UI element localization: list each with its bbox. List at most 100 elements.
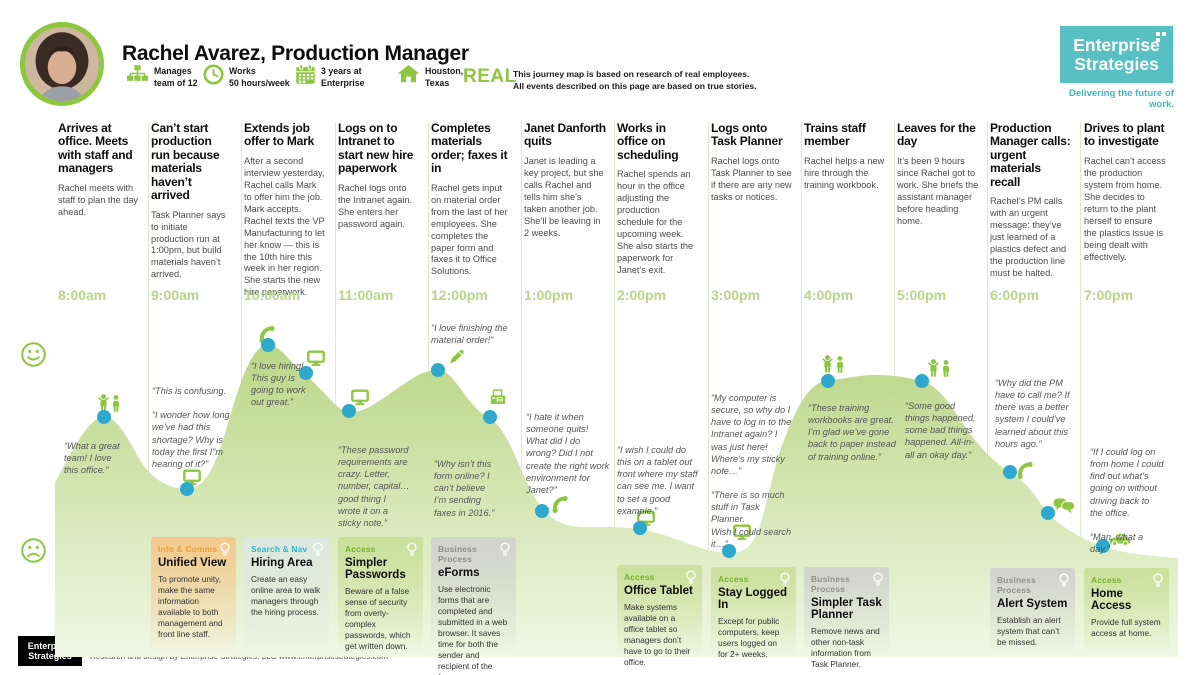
stage-title: Logs onto Task Planner	[711, 121, 783, 149]
real-badge: REAL	[463, 66, 517, 87]
opportunity-text: Provide full system access at home.	[1091, 617, 1161, 639]
opportunity-title: Office Tablet	[624, 585, 693, 597]
opportunity-text: Except for public computers, keep users …	[718, 616, 780, 659]
opportunity-card: Access Office Tablet Make systems availa…	[617, 565, 702, 667]
stage-title: Production Manager calls: urgent materia…	[990, 121, 1071, 189]
stage-description: Rachel helps a new hire through the trai…	[804, 155, 885, 190]
quote: “If I could log on from home I could fin…	[1090, 447, 1164, 555]
phone-icon	[551, 495, 570, 514]
time-label: 1:00pm	[524, 287, 574, 303]
stat-label: Works 50 hours/week	[229, 66, 290, 88]
stat-tenure: 3 years at Enterprise	[295, 64, 365, 90]
stage-column: Arrives at office. Meets with staff and …	[58, 121, 140, 219]
stat-label: 3 years at Enterprise	[321, 66, 365, 88]
opportunity-text: Beware of a false sense of security from…	[345, 586, 411, 651]
time-label: 5:00pm	[897, 287, 947, 303]
pencil-icon	[449, 349, 465, 364]
chat-icon	[1053, 498, 1075, 514]
stage-column: Extends job offer to Mark After a second …	[244, 121, 326, 299]
opportunity-title: Unified View	[158, 557, 227, 569]
brand-line2: Strategies	[1074, 53, 1159, 74]
stage-title: Completes materials order; faxes it in	[431, 121, 508, 176]
lightbulb-icon	[406, 542, 418, 558]
time-label: 2:00pm	[617, 287, 667, 303]
opportunity-title: Home Access	[1091, 588, 1132, 613]
quote: “My computer is secure, so why do I have…	[711, 393, 792, 549]
quote: “I hate it when someone quits! What did …	[526, 412, 610, 495]
stage-column: Logs on to Intranet to start new hire pa…	[338, 121, 420, 231]
lightbulb-icon	[219, 542, 231, 558]
stage-title: Janet Danforth quits	[524, 121, 606, 149]
opportunity-card: Info & Comms Unified View To promote uni…	[151, 537, 236, 655]
stat-team: Manages team of 12	[126, 64, 198, 90]
stage-description: Rachel spends an hour in the office adju…	[617, 169, 694, 275]
time-label: 6:00pm	[990, 287, 1040, 303]
opportunity-text: Establish an alert system that can’t be …	[997, 615, 1061, 647]
touchpoint-dots	[97, 338, 1110, 558]
stage-description: Janet is leading a key project, but she …	[524, 155, 604, 238]
stage-column: Leaves for the day It’s been 9 hours sinc…	[897, 121, 979, 228]
quote: “I wish I could do this on a tablet out …	[617, 445, 698, 516]
stage-description: Rachel meets with staff to plan the day …	[58, 182, 139, 217]
lightbulb-icon	[1058, 573, 1070, 589]
lightbulb-icon	[872, 572, 884, 588]
opportunity-category: Access	[718, 574, 749, 584]
lightbulb-icon	[1152, 573, 1164, 589]
opportunity-category: Business Process	[811, 574, 850, 594]
stat-label: Manages team of 12	[154, 66, 198, 88]
monitor-icon	[307, 350, 325, 367]
opportunity-category: Search & Nav	[251, 544, 308, 554]
opportunity-card: Business Process Simpler Task Planner Re…	[804, 567, 889, 669]
opportunity-text: Make systems available on a office table…	[624, 602, 691, 667]
stat-location: Houston, Texas	[397, 64, 463, 90]
stage-column: Completes materials order; faxes it in Ra…	[431, 121, 513, 278]
lightbulb-icon	[499, 542, 511, 558]
stage-description: Task Planner says to initiate production…	[151, 209, 226, 280]
stage-title: Extends job offer to Mark	[244, 121, 315, 149]
people-icon	[928, 359, 950, 377]
opportunity-text: Use electronic forms that are completed …	[438, 584, 508, 675]
stage-description: Rachel’s PM calls with an urgent message…	[990, 196, 1067, 278]
opportunity-card: Access Simpler Passwords Beware of a fal…	[338, 537, 423, 655]
footer-logo-line1: Enterprise	[27, 640, 73, 651]
quote: “These password requirements are crazy. …	[338, 445, 410, 528]
stage-description: After a second interview yesterday, Rach…	[244, 155, 325, 298]
lightbulb-icon	[779, 572, 791, 588]
stage-description: Rachel logs onto Task Planner to see if …	[711, 155, 792, 202]
stage-description: Rachel logs onto the Intranet again. She…	[338, 182, 413, 229]
stage-title: Logs on to Intranet to start new hire pa…	[338, 121, 414, 176]
stage-title: Leaves for the day	[897, 121, 976, 149]
opportunity-title: Hiring Area	[251, 557, 313, 569]
opportunity-text: Remove news and other non-task informati…	[811, 626, 880, 669]
stage-column: Trains staff member Rachel helps a new hi…	[804, 121, 886, 192]
opportunity-text: To promote unity, make the same informat…	[158, 574, 223, 639]
opportunity-category: Business Process	[997, 575, 1036, 595]
opportunity-card: Access Home Access Provide full system a…	[1084, 568, 1169, 653]
people-icon	[98, 394, 120, 412]
time-label: 8:00am	[58, 287, 107, 303]
time-label: 10:00am	[244, 287, 301, 303]
opportunity-text: Create an easy online area to walk manag…	[251, 574, 321, 617]
time-label: 12:00pm	[431, 287, 488, 303]
stage-column: Works in office on scheduling Rachel spen…	[617, 121, 699, 277]
people-icon	[822, 355, 844, 373]
stage-column: Janet Danforth quits Janet is leading a k…	[524, 121, 606, 240]
brand-tagline: Delivering the future of work.	[1068, 88, 1174, 110]
opportunity-title: Alert System	[997, 598, 1068, 610]
opportunity-title: Simpler Task Planner	[811, 597, 882, 622]
opportunity-title: eForms	[438, 567, 480, 579]
opportunity-title: Simpler Passwords	[345, 557, 406, 582]
fax-icon	[490, 389, 506, 405]
monitor-icon	[351, 389, 369, 406]
persona-name: Rachel Avarez, Production Manager	[122, 42, 469, 66]
time-label: 7:00pm	[1084, 287, 1134, 303]
time-label: 4:00pm	[804, 287, 854, 303]
opportunity-category: Access	[624, 572, 655, 582]
persona-photo	[20, 22, 104, 106]
stage-description: It’s been 9 hours since Rachel got to wo…	[897, 155, 979, 226]
lightbulb-icon	[685, 570, 697, 586]
opportunity-category: Access	[345, 544, 376, 554]
opportunity-card: Business Process Alert System Establish …	[990, 568, 1075, 653]
